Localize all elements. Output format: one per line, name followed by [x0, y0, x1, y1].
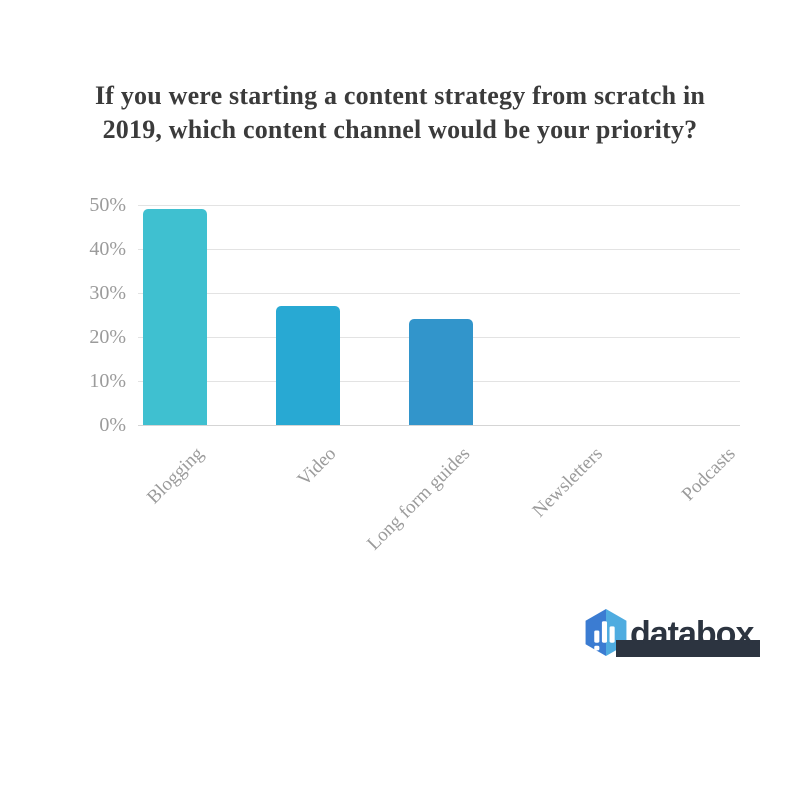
- bar-video: [275, 305, 340, 425]
- chart-title-line-1: If you were starting a content strategy …: [94, 81, 706, 110]
- x-axis-label: Long form guides: [362, 443, 474, 555]
- y-tick-label: 50%: [89, 193, 126, 216]
- x-axis-label: Newsletters: [528, 443, 607, 522]
- x-axis-label: Podcasts: [678, 443, 741, 506]
- chart-title-line-2: 2019, which content channel would be you…: [102, 115, 698, 144]
- logo-dark-band: [616, 640, 760, 657]
- databox-logo: databox: [585, 608, 765, 662]
- y-tick-label: 20%: [89, 325, 126, 348]
- chart-title: If you were starting a content strategy …: [60, 79, 740, 147]
- mini-bar-chart-glyph: [594, 621, 615, 651]
- gridline-30: [138, 292, 740, 294]
- gridline-40: [138, 248, 740, 250]
- y-tick-label: 40%: [89, 237, 126, 260]
- gridline-50: [138, 204, 740, 206]
- x-axis-label: Blogging: [142, 443, 208, 509]
- y-tick-label: 10%: [89, 369, 126, 392]
- x-axis-label: Video: [293, 443, 341, 491]
- bar-long-form-guides: [408, 319, 473, 425]
- y-tick-label: 0%: [99, 414, 126, 436]
- y-tick-label: 30%: [89, 281, 126, 304]
- gridline-0: [138, 425, 740, 426]
- bar-blogging: [142, 208, 207, 425]
- databox-logo-text: databox: [630, 615, 754, 653]
